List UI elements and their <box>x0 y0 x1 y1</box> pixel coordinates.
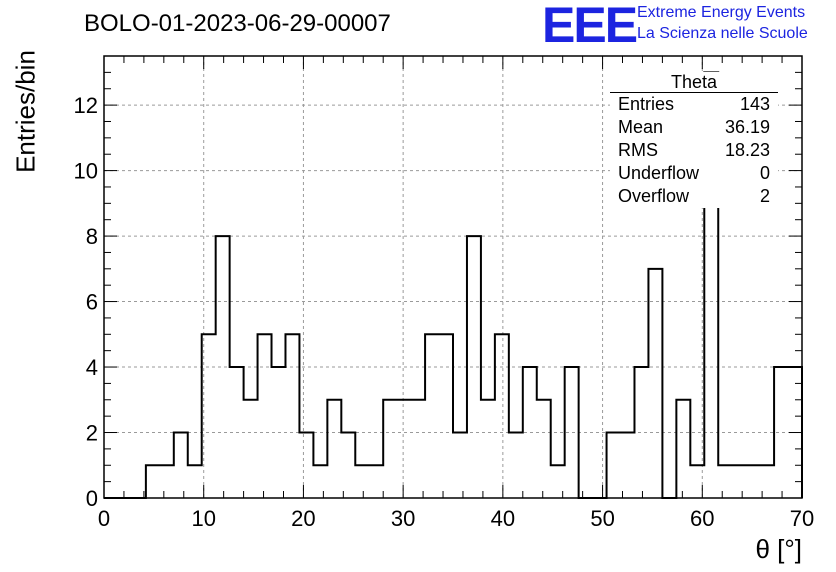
histogram-bin <box>537 400 551 498</box>
histogram-bin <box>495 334 509 498</box>
stats-label: Overflow <box>618 186 690 206</box>
x-tick-label: 10 <box>191 506 215 531</box>
histogram-bin <box>439 334 453 498</box>
eee-logo: EEE <box>542 0 638 53</box>
x-tick-label: 70 <box>790 506 814 531</box>
axis-ticks <box>103 56 803 499</box>
y-tick-label: 10 <box>74 159 98 184</box>
logo-line-1: Extreme Energy Events <box>637 4 806 21</box>
stats-value: 0 <box>759 163 770 183</box>
stats-row-entries: Entries 143 <box>610 93 778 116</box>
histogram-bin <box>174 433 188 498</box>
stats-value: 2 <box>759 186 770 206</box>
plot-border <box>103 55 803 499</box>
x-tick-label: 60 <box>690 506 714 531</box>
x-axis-label: θ [°] <box>755 534 802 564</box>
histogram-bin <box>160 465 174 498</box>
y-tick-label: 4 <box>86 355 98 380</box>
histogram-bin <box>467 236 481 498</box>
histogram-bin <box>272 367 286 498</box>
histogram-bin <box>369 465 383 498</box>
histogram-bin <box>397 400 411 498</box>
x-tick-label: 40 <box>491 506 515 531</box>
stats-label: Underflow <box>618 163 700 183</box>
y-tick-label: 0 <box>86 486 98 511</box>
stats-label: Mean <box>618 117 664 137</box>
y-tick-label: 12 <box>74 93 98 118</box>
logo-line-2: La Scienza nelle Scuole <box>637 25 808 42</box>
stats-row-overflow: Overflow 2 <box>610 185 778 208</box>
plot-frame <box>103 55 803 499</box>
histogram-bin <box>774 367 788 498</box>
histogram-bin <box>383 400 397 498</box>
histogram-bin <box>188 465 202 498</box>
stats-title: Theta <box>610 72 778 93</box>
stats-row-underflow: Underflow 0 <box>610 162 778 185</box>
y-tick-label: 2 <box>86 421 98 446</box>
histogram-bin <box>313 465 327 498</box>
histogram-bin <box>509 433 523 498</box>
x-tick-label: 20 <box>291 506 315 531</box>
histogram-series <box>104 71 803 499</box>
y-tick-label: 8 <box>86 224 98 249</box>
histogram-bin <box>676 400 690 498</box>
histogram-bin <box>621 433 635 498</box>
histogram-bin <box>634 367 648 498</box>
histogram-bin <box>425 334 439 498</box>
stats-value: 36.19 <box>724 117 770 137</box>
histogram-bin <box>327 400 341 498</box>
y-tick-label: 6 <box>86 290 98 315</box>
histogram-bin <box>523 367 537 498</box>
histogram-bin <box>565 367 579 498</box>
chart-title: BOLO-01-2023-06-29-00007 <box>84 10 391 37</box>
stats-value: 18.23 <box>724 140 770 160</box>
x-tick-label: 50 <box>590 506 614 531</box>
histogram-bin <box>718 465 732 498</box>
histogram-bin <box>216 236 230 498</box>
histogram-bin <box>202 334 216 498</box>
histogram-line <box>104 71 803 499</box>
histogram-bin <box>299 433 313 498</box>
histogram-bin <box>341 433 355 498</box>
histogram-bin <box>258 334 272 498</box>
histogram-bin <box>732 465 746 498</box>
histogram-bin <box>355 465 369 498</box>
y-axis-label: Entries/bin <box>10 50 41 173</box>
histogram-bin <box>230 367 244 498</box>
x-tick-label: 30 <box>391 506 415 531</box>
histogram-bin <box>453 433 467 498</box>
histogram-bin <box>746 465 760 498</box>
stats-row-rms: RMS 18.23 <box>610 139 778 162</box>
stats-label: RMS <box>618 140 658 160</box>
stats-box: Theta Entries 143 Mean 36.19 RMS 18.23 U… <box>610 72 778 208</box>
histogram-bin <box>146 465 160 498</box>
stats-label: Entries <box>618 94 675 114</box>
histogram-bin <box>481 400 495 498</box>
stats-value: 143 <box>739 94 770 114</box>
histogram-bin <box>244 400 258 498</box>
histogram-bin <box>648 269 662 498</box>
x-tick-label: 0 <box>98 506 110 531</box>
histogram-bin <box>607 433 621 498</box>
histogram-bin <box>411 400 425 498</box>
histogram-bin <box>285 334 299 498</box>
stats-row-mean: Mean 36.19 <box>610 116 778 139</box>
